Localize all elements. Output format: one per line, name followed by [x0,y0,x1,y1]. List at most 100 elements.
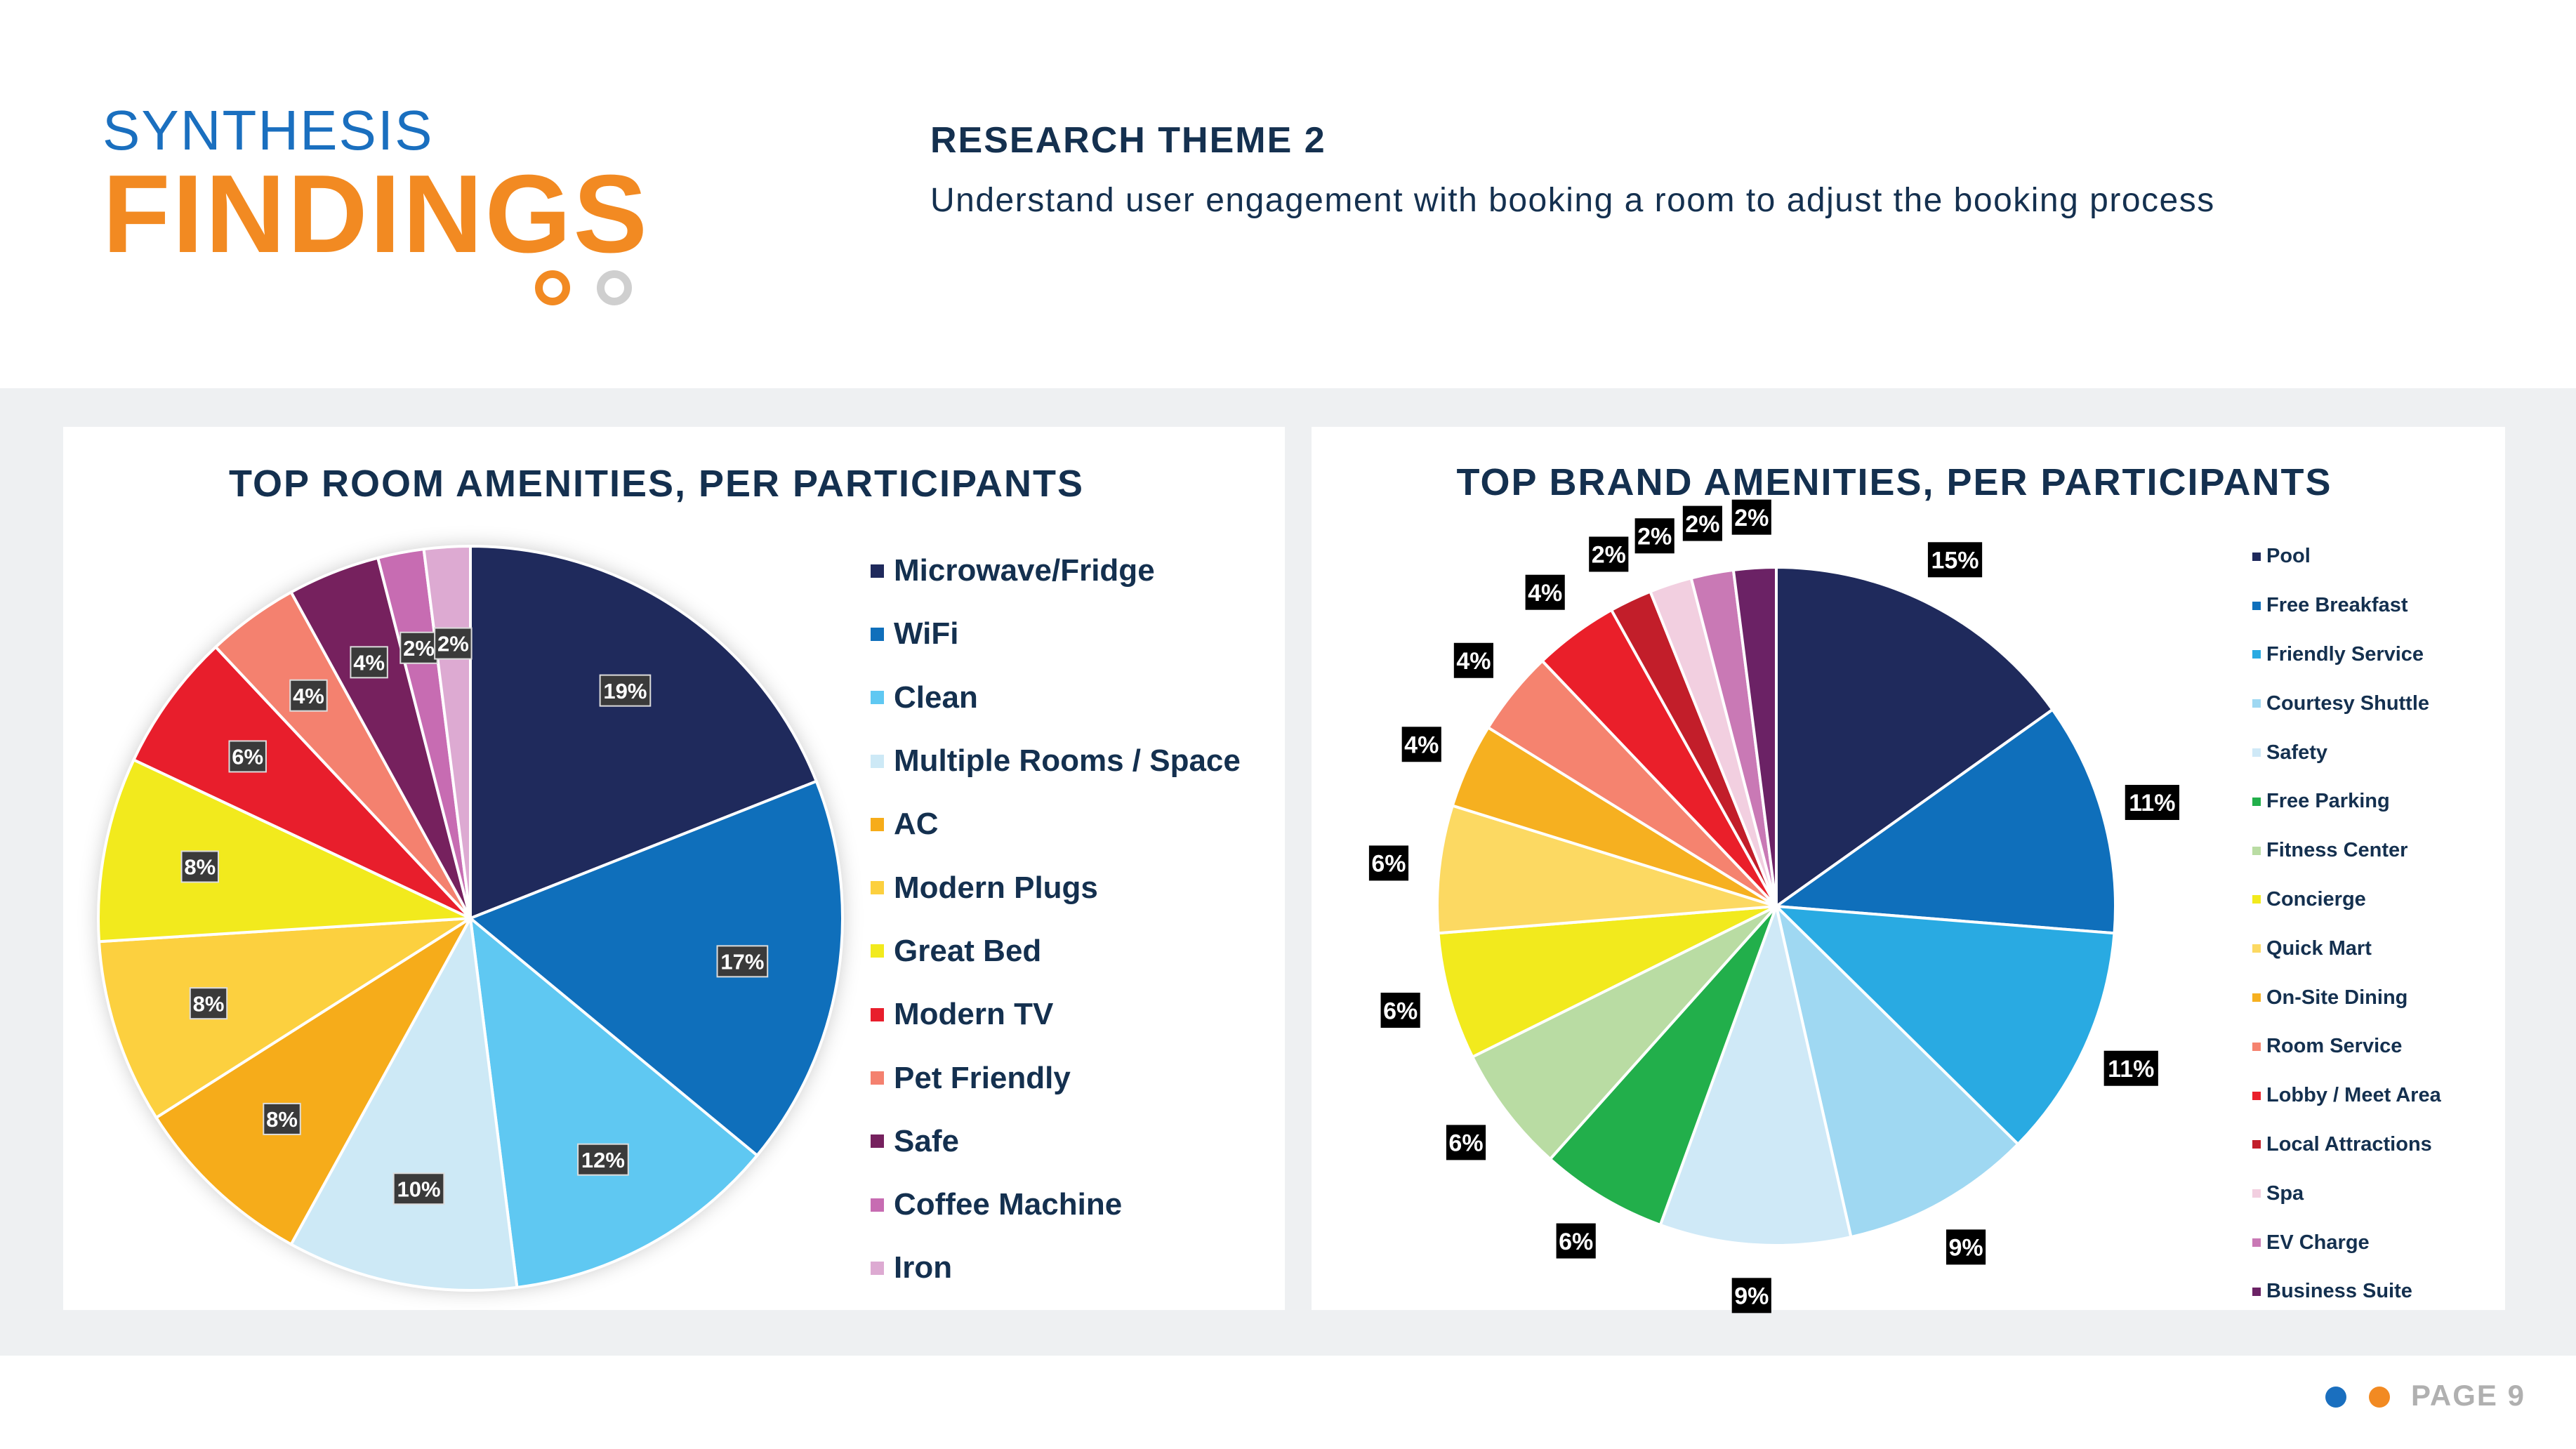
legend-label: Iron [894,1250,953,1285]
pie-slice-great-bed [97,757,471,944]
svg-text:9%: 9% [1734,1283,1769,1310]
data-label-quick-mart: 6% [1368,845,1409,881]
legend-item-local-attractions: Local Attractions [2252,1120,2441,1170]
svg-text:12%: 12% [581,1148,625,1172]
svg-text:9%: 9% [1948,1235,1983,1262]
brand-amenities-title: TOP BRAND AMENITIES, PER PARTICIPANTS [1456,461,2332,503]
legend-label: Microwave/Fridge [894,553,1155,588]
legend-label: Courtesy Shuttle [2266,692,2430,715]
svg-text:10%: 10% [397,1177,440,1201]
data-label-courtesy-shuttle: 9% [1946,1229,1986,1265]
legend-swatch-icon [2252,993,2261,1003]
svg-text:19%: 19% [603,679,647,703]
legend-item-microwave-fridge: Microwave/Fridge [871,539,1241,602]
pie-slice-business-suite [1731,565,1778,907]
legend-item-room-service: Room Service [2252,1022,2441,1071]
legend-item-safety: Safety [2252,728,2441,777]
legend-label: Safety [2266,741,2328,764]
pie-slice-wifi [468,779,844,1158]
room-amenities-legend: Microwave/Fridge WiFi Clean Multiple Rooms … [871,539,1241,1300]
data-label-safe: 4% [350,646,388,679]
legend-swatch-icon [2252,699,2261,708]
data-label-business-suite: 2% [1731,499,1771,535]
data-label-ev-charge: 2% [1682,505,1722,541]
data-label-great-bed: 8% [180,850,219,883]
svg-text:15%: 15% [1931,548,1979,574]
brand-amenities-card: TOP BRAND AMENITIES, PER PARTICIPANTS 15… [1312,427,2505,1314]
legend-swatch-icon [871,754,884,768]
legend-item-friendly-service: Friendly Service [2252,630,2441,680]
svg-text:6%: 6% [1383,998,1418,1024]
room-amenities-card: TOP ROOM AMENITIES, PER PARTICIPANTS 19%… [63,427,1285,1310]
legend-label: Pet Friendly [894,1060,1071,1095]
legend-swatch-icon [2252,944,2261,953]
research-theme-subtitle: Understand user engagement with booking … [930,182,2215,219]
legend-item-safe: Safe [871,1110,1241,1173]
data-label-modern-plugs: 8% [189,987,228,1020]
svg-text:4%: 4% [293,684,324,708]
orange-dot-icon [2369,1387,2390,1408]
svg-text:6%: 6% [232,745,263,769]
legend-swatch-icon [871,881,884,895]
legend-swatch-icon [871,1261,884,1275]
data-label-spa: 2% [1634,518,1675,554]
legend-label: Clean [894,680,978,715]
grey-ring-icon [597,270,632,305]
brand-findings: FINDINGS [103,152,649,276]
svg-text:8%: 8% [266,1107,298,1132]
legend-item-quick-mart: Quick Mart [2252,924,2441,973]
svg-text:2%: 2% [1734,505,1769,531]
legend-item-free-parking: Free Parking [2252,777,2441,826]
legend-swatch-icon [871,944,884,958]
data-label-modern-tv: 6% [228,740,267,773]
svg-text:4%: 4% [1456,648,1491,675]
legend-item-lobby-meet-area: Lobby / Meet Area [2252,1071,2441,1120]
legend-label: Modern TV [894,997,1054,1032]
footer-dots [2325,1387,2390,1408]
legend-swatch-icon [2252,601,2261,610]
data-label-fitness-center: 6% [1446,1125,1486,1160]
legend-item-ac: AC [871,793,1241,856]
svg-text:2%: 2% [1637,524,1672,550]
svg-text:8%: 8% [184,855,216,880]
legend-swatch-icon [2252,846,2261,855]
legend-item-pet-friendly: Pet Friendly [871,1046,1241,1109]
legend-swatch-icon [871,1198,884,1212]
svg-text:2%: 2% [1592,542,1626,569]
legend-item-on-site-dining: On-Site Dining [2252,973,2441,1022]
legend-label: Concierge [2266,887,2366,911]
svg-text:2%: 2% [1685,511,1719,538]
legend-item-coffee-machine: Coffee Machine [871,1173,1241,1236]
legend-item-great-bed: Great Bed [871,920,1241,983]
legend-item-ev-charge: EV Charge [2252,1218,2441,1267]
pie-slice-multiple-rooms-space [289,913,519,1292]
data-label-iron: 2% [434,627,473,660]
pie-slice-modern-tv [131,644,472,920]
svg-text:4%: 4% [353,651,385,675]
legend-item-multiple-rooms-space: Multiple Rooms / Space [871,729,1241,793]
legend-swatch-icon [2252,650,2261,659]
legend-label: Quick Mart [2266,937,2372,960]
data-label-microwave-fridge: 19% [599,674,652,707]
legend-item-clean: Clean [871,666,1241,729]
legend-swatch-icon [2252,1287,2261,1296]
data-label-on-site-dining: 4% [1401,727,1441,762]
data-label-free-parking: 6% [1556,1223,1596,1259]
legend-swatch-icon [871,817,884,831]
data-label-friendly-service: 11% [2103,1050,2158,1086]
legend-swatch-icon [2252,797,2261,806]
brand-rings [535,270,632,305]
legend-item-modern-plugs: Modern Plugs [871,856,1241,919]
legend-label: Friendly Service [2266,642,2424,666]
pie-slice-courtesy-shuttle [1774,901,2021,1239]
legend-item-pool: Pool [2252,532,2441,581]
legend-item-courtesy-shuttle: Courtesy Shuttle [2252,679,2441,728]
legend-label: WiFi [894,616,959,651]
legend-label: Lobby / Meet Area [2266,1084,2441,1107]
page-number: PAGE 9 [2411,1379,2525,1412]
pie-slice-free-breakfast [1772,708,2117,935]
legend-swatch-icon [2252,748,2261,757]
legend-label: Pool [2266,545,2311,568]
legend-swatch-icon [2252,1140,2261,1149]
legend-label: Free Parking [2266,790,2390,813]
